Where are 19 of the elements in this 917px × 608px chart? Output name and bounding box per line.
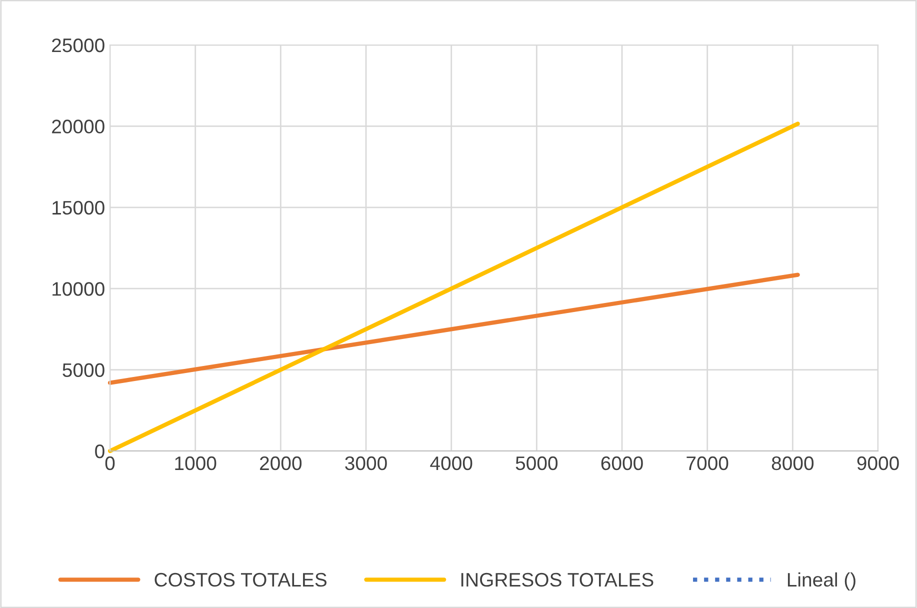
x-tick-label: 6000 — [601, 456, 643, 470]
legend-label: COSTOS TOTALES — [154, 572, 326, 587]
x-tick-label: 3000 — [345, 456, 387, 470]
y-tick-label: 5000 — [62, 363, 104, 378]
legend-label: INGRESOS TOTALES — [461, 572, 654, 587]
y-tick-label: 10000 — [52, 282, 104, 296]
x-tick-label: 7000 — [686, 456, 728, 470]
y-tick-label: 0 — [95, 444, 104, 458]
x-tick-label: 1000 — [175, 456, 216, 470]
y-tick-label: 25000 — [52, 38, 104, 52]
legend-label: Lineal () — [788, 572, 856, 590]
x-tick-label: 9000 — [857, 456, 899, 470]
x-tick-label: 0 — [105, 456, 115, 470]
x-tick-label: 8000 — [772, 456, 814, 470]
x-tick-label: 4000 — [430, 456, 472, 470]
y-tick-label: 15000 — [52, 200, 104, 215]
x-tick-label: 2000 — [260, 456, 302, 470]
x-tick-label: 5000 — [516, 456, 558, 470]
y-tick-label: 20000 — [52, 120, 104, 134]
